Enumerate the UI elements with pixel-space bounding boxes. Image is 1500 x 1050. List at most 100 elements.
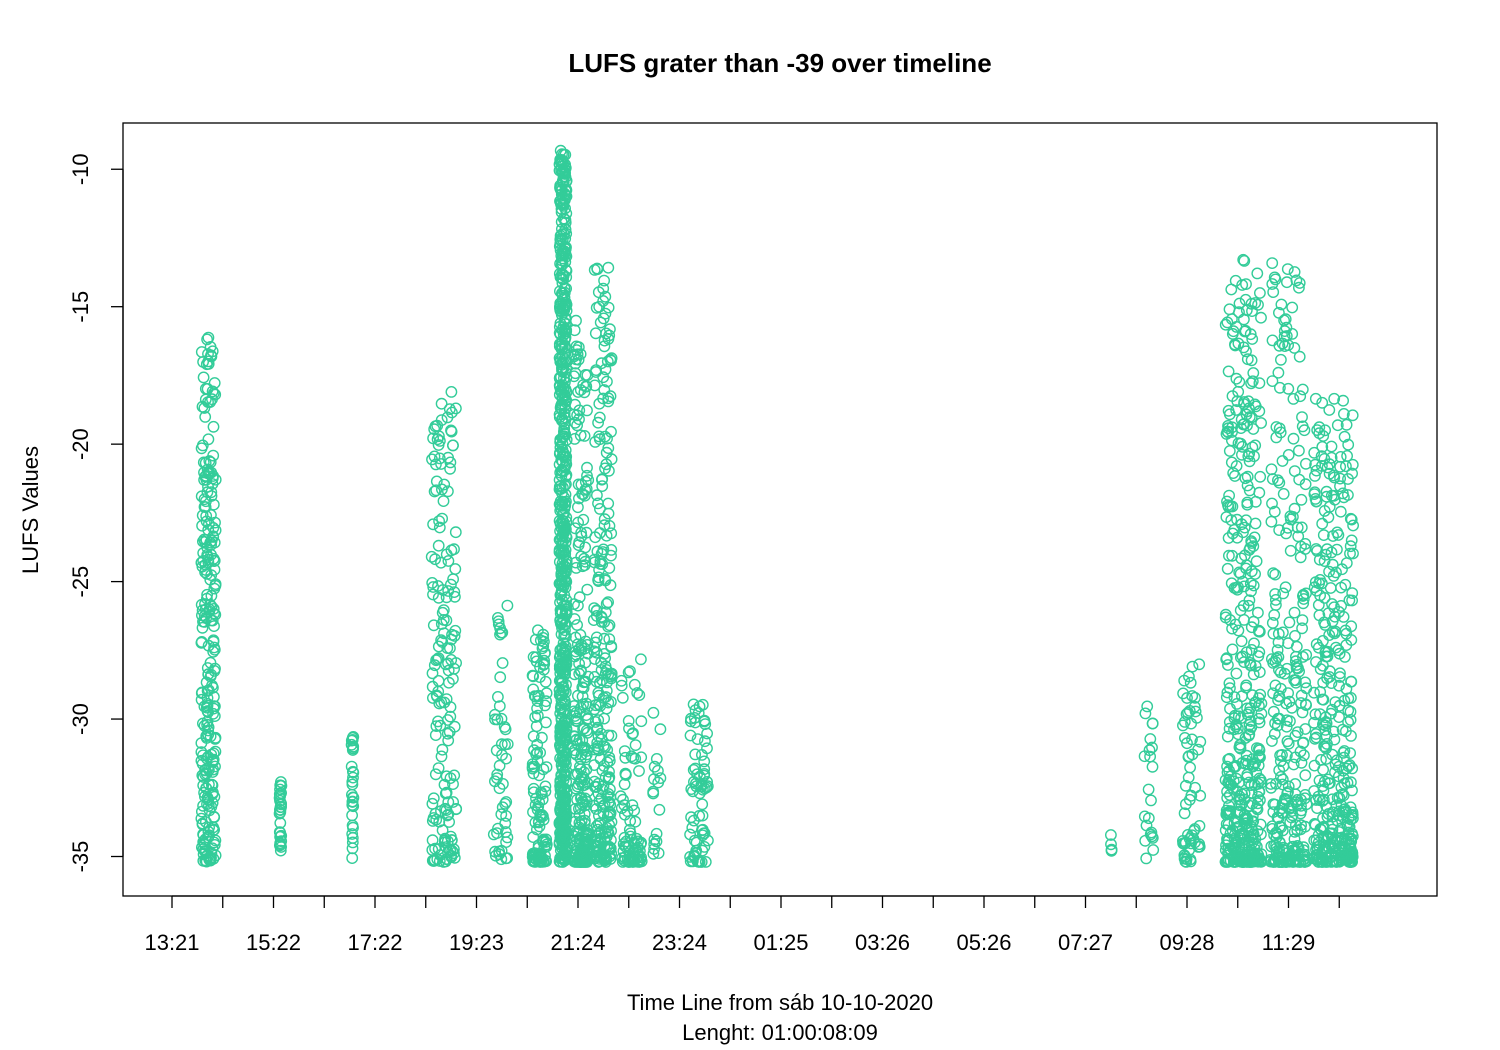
data-point [1269, 655, 1282, 668]
data-point [590, 631, 603, 644]
data-point [559, 548, 572, 560]
data-point [442, 796, 455, 808]
data-point [572, 501, 584, 514]
data-point [1319, 724, 1332, 736]
data-point [555, 689, 568, 702]
data-point [1271, 644, 1284, 656]
data-point [433, 515, 445, 527]
data-point [1298, 749, 1310, 762]
data-point [201, 549, 214, 561]
data-point [526, 669, 539, 682]
data-point [1144, 733, 1157, 745]
data-point [207, 498, 220, 511]
data-point [1310, 584, 1323, 597]
data-point [207, 700, 220, 712]
data-point [1244, 577, 1257, 590]
data-point [1235, 552, 1248, 565]
data-point [1243, 447, 1256, 460]
data-point [592, 833, 604, 846]
data-point [1340, 460, 1352, 473]
data-point [691, 733, 704, 745]
data-point [559, 402, 572, 415]
data-point [445, 385, 458, 398]
data-point [1292, 530, 1305, 543]
data-point [1247, 759, 1260, 771]
data-point [538, 654, 550, 667]
data-point [1311, 424, 1324, 436]
data-point [196, 560, 209, 573]
data-point [436, 743, 449, 756]
data-point [1327, 725, 1340, 738]
data-point [527, 683, 540, 696]
data-point [1266, 617, 1279, 629]
data-point [209, 579, 222, 592]
data-point [556, 606, 569, 619]
data-point [430, 484, 443, 497]
data-point [554, 504, 567, 517]
data-point [1185, 717, 1198, 730]
data-point [346, 819, 359, 832]
data-point [629, 739, 642, 751]
data-point [628, 804, 641, 817]
data-point [1236, 448, 1248, 461]
data-point [493, 759, 506, 772]
data-point [1253, 377, 1266, 389]
data-point [626, 728, 639, 740]
data-point [631, 855, 644, 868]
data-point [1238, 313, 1250, 326]
data-point [575, 847, 588, 859]
data-point [1327, 530, 1339, 542]
data-point [560, 190, 573, 203]
data-point [557, 744, 570, 756]
data-point [626, 799, 639, 812]
data-point [1224, 844, 1237, 857]
data-point [1343, 594, 1356, 607]
data-point [441, 727, 454, 740]
data-point [1300, 587, 1312, 600]
data-point [1254, 688, 1267, 701]
data-point [628, 678, 641, 691]
data-point [494, 671, 507, 684]
data-point [1238, 398, 1250, 410]
data-point [432, 715, 444, 728]
data-point [1317, 529, 1330, 541]
data-point [496, 657, 509, 669]
data-point [560, 250, 573, 263]
data-point [1290, 661, 1303, 674]
data-point [537, 659, 550, 671]
data-point [208, 620, 220, 632]
data-point [1344, 813, 1357, 826]
data-point [1245, 721, 1258, 733]
data-point [593, 397, 606, 410]
data-point [556, 165, 569, 178]
data-point [501, 831, 514, 844]
data-point [1282, 339, 1295, 351]
data-point [556, 364, 568, 377]
data-point [202, 639, 215, 652]
data-point [1281, 735, 1294, 748]
data-point [1299, 538, 1312, 550]
data-point [1314, 686, 1327, 698]
data-point [1308, 851, 1321, 864]
data-point [635, 653, 647, 666]
data-point [207, 420, 220, 433]
data-point [593, 411, 606, 424]
data-point [1251, 267, 1264, 280]
data-point [540, 838, 553, 851]
data-point [604, 807, 617, 819]
data-point [570, 314, 582, 327]
data-point [198, 533, 211, 546]
data-point [1287, 432, 1300, 445]
data-point [1241, 496, 1254, 509]
data-point [598, 513, 611, 526]
data-point [1335, 600, 1348, 612]
data-point [1309, 732, 1321, 745]
data-point [1230, 372, 1243, 385]
data-point [589, 699, 602, 712]
data-point [1311, 802, 1324, 814]
data-point [1252, 298, 1264, 311]
data-point [208, 607, 221, 620]
data-point [1273, 712, 1286, 725]
data-point [579, 751, 592, 764]
data-point [559, 544, 572, 556]
